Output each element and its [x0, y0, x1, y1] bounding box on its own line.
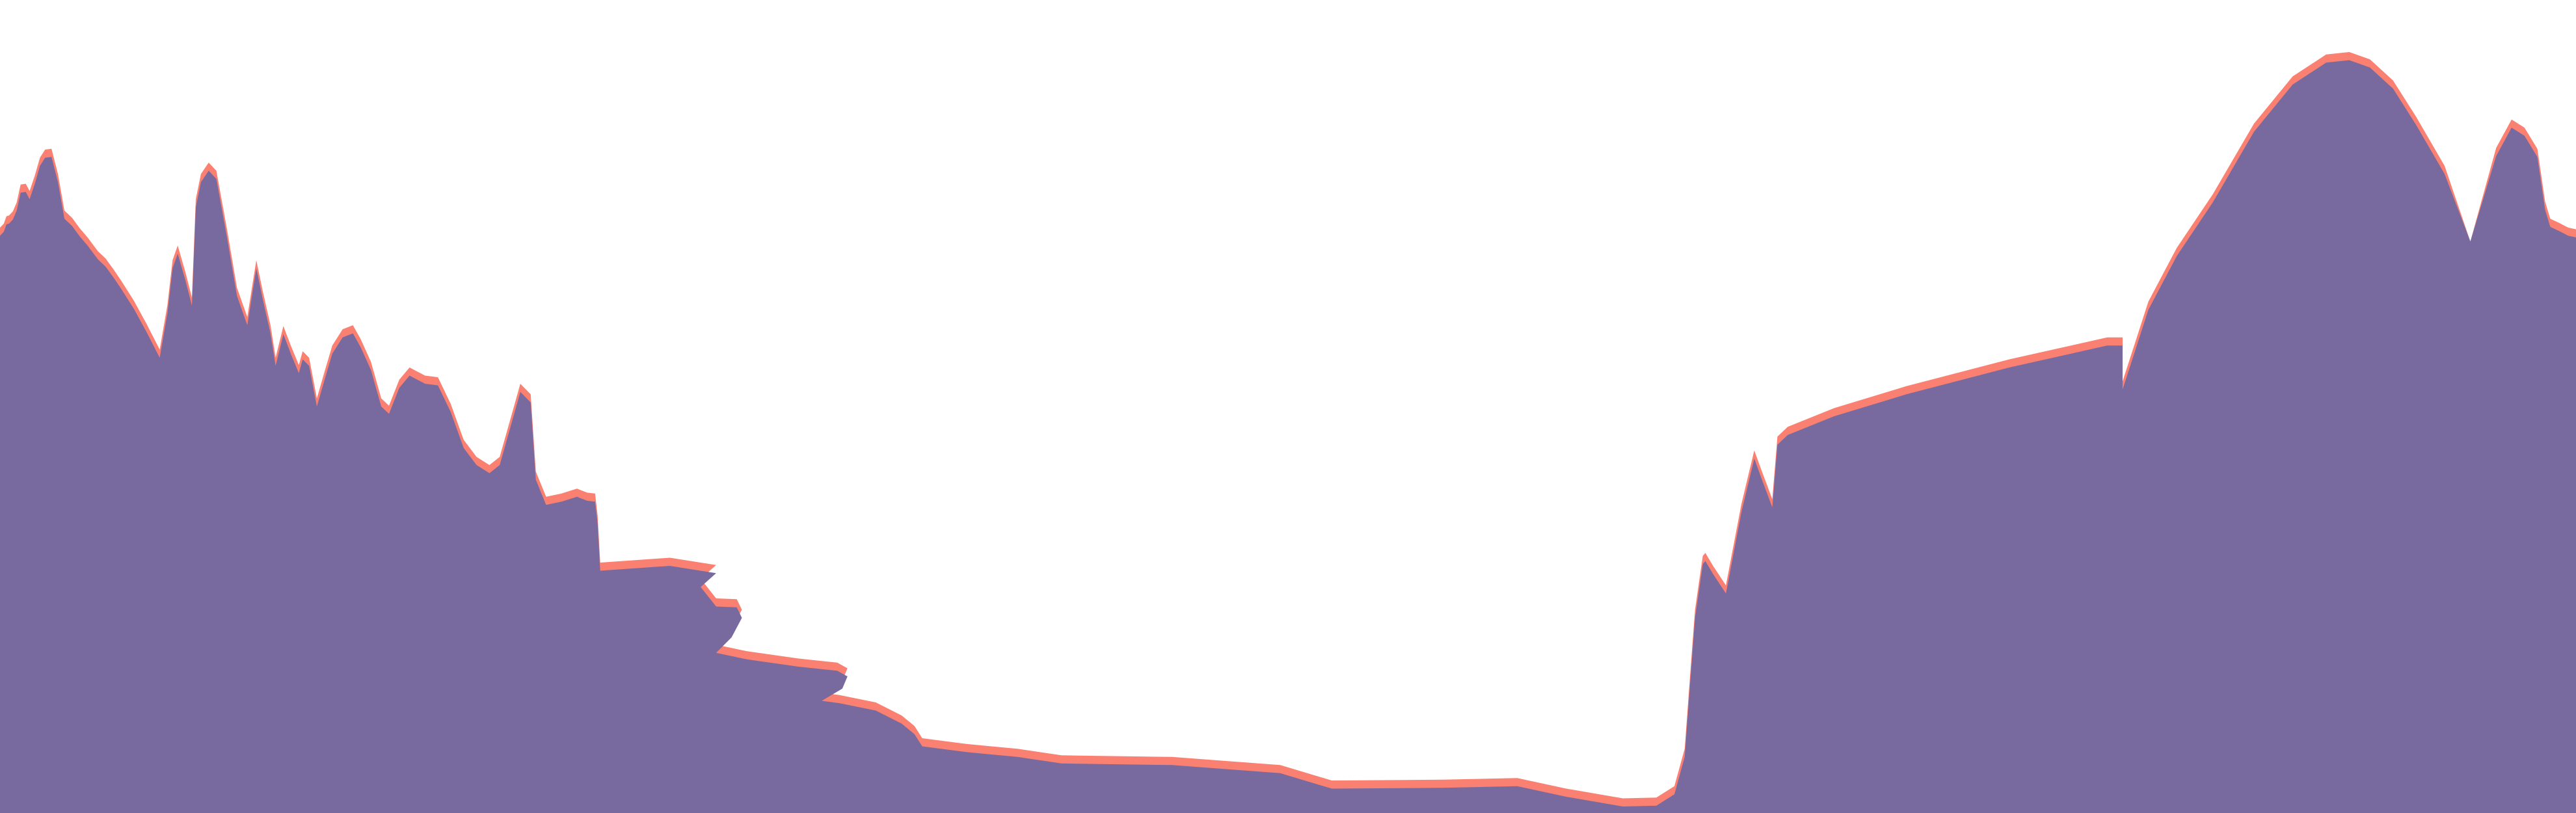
series-layer: [0, 52, 2576, 813]
area-series-2: [0, 60, 2576, 813]
